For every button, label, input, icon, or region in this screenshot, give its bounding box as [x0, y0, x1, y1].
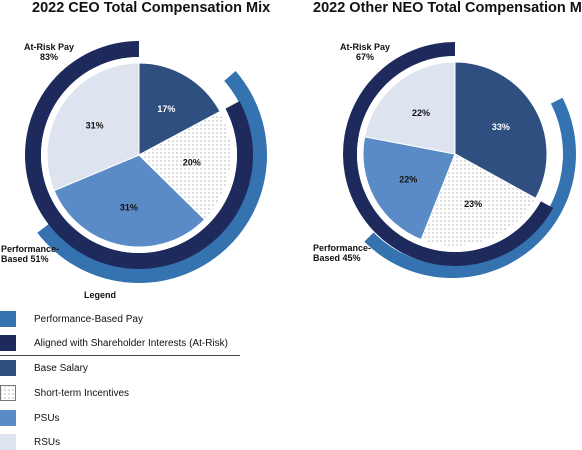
pie-slice-short-term-incentives: [138, 110, 232, 221]
legend-swatch-performance-based: [0, 311, 16, 327]
pie-slice-base-salary: [138, 62, 221, 156]
pie-slice-rsus: [364, 61, 456, 155]
legend-item-short-term-incentives: Short-term Incentives: [0, 385, 129, 401]
slice-value-label: 31%: [86, 120, 104, 130]
legend-swatch-at-risk: [0, 335, 16, 351]
ceo-at-risk-label: At-Risk Pay 83%: [24, 42, 75, 62]
legend-swatch-base-salary: [0, 360, 16, 376]
ceo-performance-based-label: Performance- Based 51%: [1, 244, 60, 264]
slice-value-label: 22%: [399, 175, 417, 185]
slice-value-label: 17%: [157, 104, 175, 114]
pie-slice-base-salary: [454, 61, 548, 199]
neo-at-risk-label: At-Risk Pay 67%: [340, 42, 391, 62]
legend-label: Aligned with Shareholder Interests (At-R…: [34, 337, 228, 349]
legend-item-base-salary: Base Salary: [0, 360, 88, 376]
pie-slice-rsus: [46, 62, 140, 192]
legend-label: RSUs: [34, 436, 61, 448]
slice-value-label: 22%: [412, 108, 430, 118]
slice-value-label: 23%: [464, 199, 482, 209]
slice-value-label: 20%: [183, 158, 201, 168]
pie-slice-psus: [53, 154, 206, 248]
chart-layer: 17% 20% 31% 31% 33% 23% 22% 22%: [25, 41, 576, 283]
chart-title-other-neo: 2022 Other NEO Total Compensation Mix: [313, 0, 582, 16]
legend-divider: [0, 355, 240, 356]
legend-label: Base Salary: [34, 362, 88, 374]
legend-swatch-rsus: [0, 434, 16, 450]
legend-swatch-psus: [0, 410, 16, 426]
legend-label: PSUs: [34, 412, 60, 424]
legend-item-at-risk: Aligned with Shareholder Interests (At-R…: [0, 335, 228, 351]
slice-value-label: 31%: [120, 202, 138, 212]
neo-performance-based-label: Performance- Based 45%: [313, 243, 372, 263]
legend-item-performance-based-pay: Performance-Based Pay: [0, 311, 143, 327]
ceo-pie-chart: 17% 20% 31% 31%: [25, 41, 267, 283]
chart-title-ceo: 2022 CEO Total Compensation Mix: [32, 0, 271, 16]
slice-value-label: 33%: [492, 122, 510, 132]
pie-slice-short-term-incentives: [420, 153, 537, 247]
legend-label: Performance-Based Pay: [34, 313, 143, 325]
performance-based-band: [37, 71, 267, 283]
other-neo-pie-chart: 33% 23% 22% 22%: [343, 42, 576, 278]
legend-title: Legend: [84, 290, 117, 300]
legend-item-psus: PSUs: [0, 410, 60, 426]
legend-label: Short-term Incentives: [34, 387, 130, 399]
pie-slice-psus: [362, 136, 456, 241]
legend-swatch-short-term-incentives: [0, 385, 16, 401]
legend-item-rsus: RSUs: [0, 434, 60, 450]
